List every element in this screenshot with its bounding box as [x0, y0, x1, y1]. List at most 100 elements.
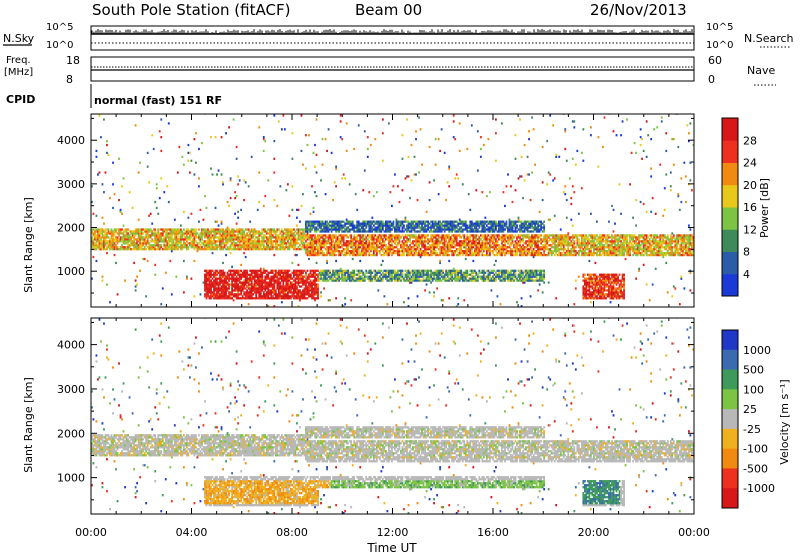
power-cell — [164, 228, 167, 231]
power-cell — [211, 269, 214, 272]
power-cell — [262, 228, 265, 231]
power-cell — [466, 244, 469, 247]
power-cell — [214, 242, 217, 245]
power-speckle — [448, 259, 451, 263]
power-cell — [167, 244, 170, 247]
power-cell — [163, 228, 166, 231]
power-cell — [146, 240, 149, 243]
power-cell — [347, 236, 350, 239]
power-cell — [253, 238, 256, 241]
power-cell — [398, 277, 401, 280]
power-cell — [250, 297, 253, 300]
power-cell — [249, 277, 252, 280]
power-cell — [104, 230, 107, 233]
power-cell — [431, 250, 434, 253]
power-cell — [458, 269, 461, 272]
power-cell — [160, 244, 163, 247]
power-cell — [94, 234, 96, 237]
power-cell — [234, 238, 237, 241]
power-cell — [213, 293, 215, 296]
power-cell — [366, 238, 369, 241]
power-cell — [118, 248, 120, 251]
power-cell — [311, 222, 313, 225]
power-speckle — [300, 204, 303, 208]
power-cell — [332, 222, 335, 225]
power-cell — [247, 234, 250, 237]
power-cell — [320, 228, 322, 231]
power-cell — [173, 242, 176, 245]
power-cell — [378, 236, 381, 239]
power-cell — [152, 240, 155, 243]
power-cell — [303, 228, 306, 231]
power-cell — [424, 253, 426, 257]
noise-tick-high-right: 10^5 — [706, 22, 733, 33]
power-cell — [427, 269, 429, 272]
power-cell — [112, 240, 114, 243]
power-cell — [107, 228, 110, 231]
power-cell — [427, 222, 429, 225]
power-cell — [279, 240, 282, 243]
power-cell — [463, 238, 466, 241]
power-speckle — [182, 210, 185, 213]
power-cell — [434, 242, 437, 245]
power-cell — [125, 228, 128, 231]
power-cell — [431, 277, 434, 280]
power-cell — [383, 248, 386, 251]
power-cell — [130, 240, 133, 243]
power-cell — [262, 293, 265, 296]
power-cell — [211, 230, 214, 233]
power-cell — [400, 220, 402, 223]
power-cell — [401, 228, 404, 231]
power-cell — [383, 236, 386, 239]
power-cell — [387, 248, 390, 251]
power-cell — [452, 222, 455, 225]
power-cell — [228, 285, 230, 288]
power-cell — [243, 234, 246, 237]
power-cell — [207, 289, 209, 292]
power-cell — [381, 224, 384, 227]
power-cell — [145, 230, 148, 233]
power-cell — [115, 230, 117, 233]
power-cell — [294, 297, 297, 300]
power-cell — [463, 244, 466, 247]
power-cell — [276, 287, 279, 290]
power-cell — [377, 244, 380, 247]
power-speckle — [103, 118, 105, 121]
power-cell — [113, 242, 116, 245]
power-cell — [455, 234, 458, 237]
power-cell — [211, 248, 214, 251]
power-cell — [270, 279, 273, 282]
power-cell — [302, 246, 304, 249]
power-cell — [207, 234, 209, 237]
power-cell — [190, 230, 193, 233]
power-cell — [436, 230, 439, 233]
power-speckle — [297, 208, 300, 212]
power-cell — [229, 283, 232, 286]
power-cell — [359, 236, 362, 239]
power-speckle — [323, 287, 325, 290]
power-cell — [460, 250, 463, 253]
power-speckle — [226, 226, 229, 229]
power-cell — [250, 277, 253, 280]
power-cell — [460, 273, 463, 276]
power-cell — [244, 291, 247, 294]
power-cell — [381, 273, 384, 276]
power-cell — [406, 234, 408, 237]
power-cell — [390, 251, 393, 255]
power-cell — [267, 281, 270, 284]
power-cell — [440, 275, 443, 278]
power-cell — [241, 240, 244, 243]
power-cell — [350, 234, 353, 237]
power-cell — [256, 230, 259, 233]
power-speckle — [321, 138, 324, 141]
power-cell — [345, 234, 348, 237]
power-speckle — [109, 196, 111, 200]
power-cell — [454, 273, 457, 276]
power-cell — [255, 289, 258, 292]
power-cell — [440, 242, 443, 245]
power-cell — [282, 293, 285, 296]
power-cell — [252, 293, 255, 296]
power-cell — [127, 244, 129, 247]
power-speckle — [277, 120, 280, 123]
power-cell — [386, 224, 389, 227]
